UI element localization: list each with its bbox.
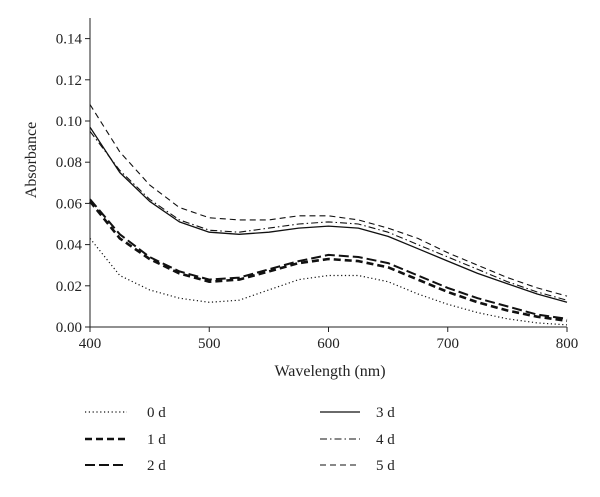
legend-label-3: 2 d xyxy=(147,458,166,474)
series-line-1 xyxy=(89,238,568,326)
series-line-4 xyxy=(89,126,568,303)
series-line-3 xyxy=(89,198,568,320)
y-axis-title: Absorbance xyxy=(23,122,40,198)
legend-label-5: 4 d xyxy=(376,432,395,448)
y-tick-label: 0.08 xyxy=(56,155,82,171)
legend-label-2: 1 d xyxy=(147,432,166,448)
y-tick-label: 0.10 xyxy=(56,114,82,130)
x-tick-label: 600 xyxy=(317,336,340,352)
y-ticks: 0.00 0.02 0.04 0.06 0.08 0.10 0.12 0.14 xyxy=(56,32,90,336)
legend: 0 d 1 d 2 d 3 d 4 d 5 d xyxy=(85,405,395,474)
legend-label-1: 0 d xyxy=(147,405,166,421)
x-tick-label: 500 xyxy=(198,336,221,352)
x-axis-title: Wavelength (nm) xyxy=(274,363,385,380)
y-tick-label: 0.02 xyxy=(56,279,82,295)
series-lines xyxy=(88,104,568,326)
legend-label-6: 5 d xyxy=(376,458,395,474)
x-tick-label: 700 xyxy=(437,336,460,352)
series-line-2 xyxy=(88,200,568,323)
y-tick-label: 0.12 xyxy=(56,73,82,89)
x-tick-label: 400 xyxy=(79,336,102,352)
series-line-6 xyxy=(89,104,568,297)
axes xyxy=(89,18,567,328)
x-tick-label: 800 xyxy=(556,336,579,352)
legend-label-4: 3 d xyxy=(376,405,395,421)
y-tick-label: 0.14 xyxy=(56,32,83,48)
series-line-5 xyxy=(89,130,568,301)
y-tick-label: 0.06 xyxy=(56,196,83,212)
y-tick-label: 0.00 xyxy=(56,320,82,336)
x-ticks: 400 500 600 700 800 xyxy=(79,327,579,352)
y-tick-label: 0.04 xyxy=(56,238,83,254)
